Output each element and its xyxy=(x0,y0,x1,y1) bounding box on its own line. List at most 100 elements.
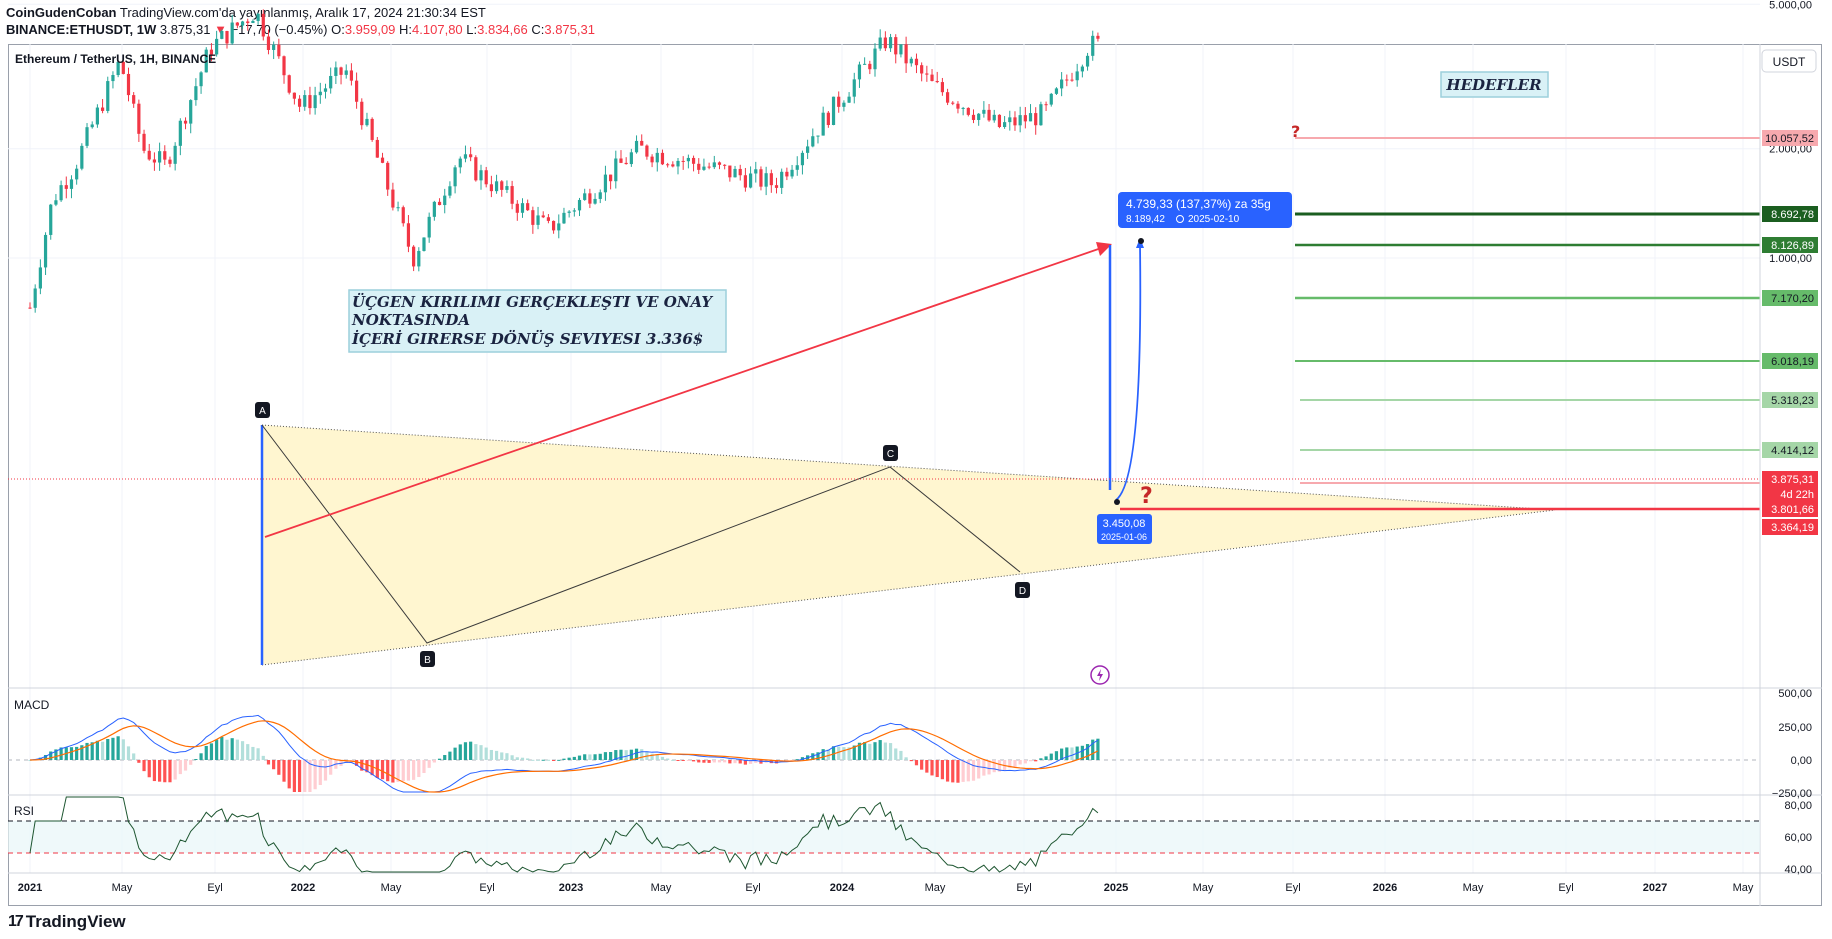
time-tick-label: 2027 xyxy=(1643,882,1667,894)
clock-icon xyxy=(1176,215,1184,223)
candle-body xyxy=(593,198,597,204)
candle-body xyxy=(412,246,416,267)
candle-body xyxy=(49,204,53,235)
price-badges: 10.057,52 8.692,78 8.126,89 7.170,20 6.018,1… xyxy=(1762,130,1818,535)
macd-histogram-bar xyxy=(396,760,400,782)
point-d-marker[interactable]: D xyxy=(1015,582,1030,598)
macd-histogram-bar xyxy=(453,747,457,760)
macd-label[interactable]: MACD xyxy=(14,698,50,712)
macd-histogram-bar xyxy=(121,739,125,760)
price-badge-label: 8.692,78 xyxy=(1771,209,1814,221)
macd-histogram-bar xyxy=(266,760,271,765)
retest-date: 2025-01-06 xyxy=(1101,532,1147,542)
candle-body xyxy=(432,201,436,217)
macd-histogram-bar xyxy=(961,760,965,782)
point-a-marker[interactable]: A xyxy=(255,402,270,418)
candle-body xyxy=(354,80,359,102)
candle-body xyxy=(386,162,390,190)
candle-body xyxy=(1085,55,1090,67)
candle-body xyxy=(308,95,312,109)
candle-body xyxy=(572,210,576,212)
point-b-marker[interactable]: B xyxy=(420,651,435,667)
measure-tooltip[interactable]: 4.739,33 (137,37%) za 35g 8.189,42 2025-… xyxy=(1118,192,1292,228)
question-mark-retest[interactable]: ? xyxy=(1140,484,1153,509)
macd-histogram-bar xyxy=(717,760,722,763)
candle-body xyxy=(116,61,120,76)
tradingview-logo[interactable]: 17 TradingView xyxy=(8,912,126,932)
point-a-label: A xyxy=(259,406,266,417)
candle-body xyxy=(235,22,239,26)
forecast-point[interactable] xyxy=(1138,238,1144,244)
rsi-tick-label: 60,00 xyxy=(1784,832,1812,844)
price-badge xyxy=(1762,353,1818,369)
candle-body xyxy=(246,21,250,24)
macd-histogram-bar xyxy=(723,760,727,763)
price-badge-label: 4.414,12 xyxy=(1771,445,1814,457)
candle-body xyxy=(505,186,509,190)
macd-histogram-bar xyxy=(230,738,234,760)
macd-histogram-bar xyxy=(909,760,913,762)
candle-body xyxy=(821,112,825,136)
macd-histogram-bar xyxy=(831,746,836,760)
candle-body xyxy=(126,73,131,96)
triangle-pattern[interactable] xyxy=(262,425,1555,665)
event-lightning-icon[interactable] xyxy=(1090,665,1110,685)
retest-price-tooltip[interactable]: 3.450,08 2025-01-06 xyxy=(1097,514,1152,544)
candle-body xyxy=(925,73,929,75)
macd-histogram-bar xyxy=(531,759,535,761)
macd-histogram-bar xyxy=(1054,751,1059,760)
candle-body xyxy=(1091,35,1095,56)
macd-histogram-bar xyxy=(666,758,670,760)
macd-histogram-bar xyxy=(1034,760,1038,762)
retest-point[interactable] xyxy=(1114,499,1120,505)
candle-body xyxy=(303,95,307,107)
forecast-curve[interactable] xyxy=(1115,244,1142,501)
macd-histogram-bar xyxy=(681,760,685,761)
macd-histogram-bar xyxy=(308,760,312,792)
macd-histogram-bar xyxy=(225,739,229,760)
macd-histogram-bar xyxy=(386,760,390,782)
macd-histogram-bar xyxy=(380,760,385,780)
open-value: 3.959,09 xyxy=(344,22,396,37)
note-line-2: NOKTASINDA xyxy=(351,311,470,329)
candle-body xyxy=(992,114,996,121)
candle-body xyxy=(215,38,219,55)
question-mark-top[interactable]: ? xyxy=(1291,122,1300,141)
point-c-label: C xyxy=(887,449,894,460)
candle-body xyxy=(163,151,167,160)
projection-arrow[interactable] xyxy=(264,244,1111,538)
price-badge xyxy=(1762,290,1818,306)
candle-body xyxy=(318,91,322,96)
candle-series xyxy=(28,9,1100,313)
point-c-marker[interactable]: C xyxy=(883,445,898,461)
macd-histogram-bar xyxy=(168,760,172,783)
time-tick-label: 2021 xyxy=(18,882,42,894)
candle-body xyxy=(961,107,965,109)
candle-body xyxy=(624,162,628,165)
time-tick-label: Eyl xyxy=(1285,882,1300,894)
macd-histogram-bar xyxy=(1028,760,1033,762)
candle-body xyxy=(417,250,421,267)
candle-body xyxy=(168,159,172,164)
candle-body xyxy=(199,72,203,87)
price-axis[interactable]: 11.000,009.000,005.000,002.000,001.000,0… xyxy=(1764,0,1812,876)
time-axis[interactable]: 2021 May Eyl 2022 May Eyl 2023 May Eyl 2024 May Eyl… xyxy=(18,882,1754,894)
macd-histogram-bar xyxy=(728,760,732,764)
candle-body xyxy=(697,163,701,170)
triangle-note-box[interactable]: ÜÇGEN KIRILIMI GERÇEKLEŞTI VE ONAY NOKTA… xyxy=(348,289,727,353)
candle-body xyxy=(977,113,981,120)
candle-body xyxy=(1049,93,1053,105)
time-tick-label: Eyl xyxy=(479,882,494,894)
currency-button[interactable]: USDT xyxy=(1761,49,1817,73)
price-badge xyxy=(1762,519,1818,535)
triangle-lower-line[interactable] xyxy=(261,509,1556,666)
targets-box[interactable]: HEDEFLER xyxy=(1440,71,1549,98)
rsi-label[interactable]: RSI xyxy=(14,804,34,818)
abcd-pattern-lines[interactable] xyxy=(261,424,1021,644)
macd-histogram-bar xyxy=(209,743,214,760)
macd-histogram-bar xyxy=(313,760,317,790)
macd-histogram-bar xyxy=(614,750,618,760)
candle-body xyxy=(256,13,260,21)
author-name[interactable]: CoinGudenCoban xyxy=(6,5,117,20)
